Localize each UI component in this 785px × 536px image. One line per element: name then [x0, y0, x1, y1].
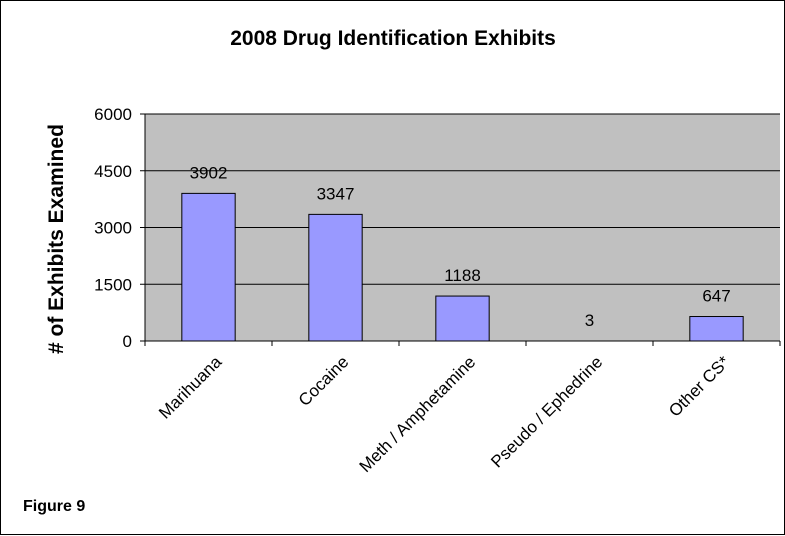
y-tick-labels: 0 1500 3000 4500 6000 [94, 105, 132, 351]
category-label: Other CS* [665, 352, 733, 420]
gridlines [145, 113, 780, 285]
category-labels: Marihuana Cocaine Meth / Amphetamine Pseudo… [155, 352, 733, 476]
category-label: Pseudo / Ephedrine [487, 352, 606, 471]
figure-label: Figure 9 [23, 498, 85, 515]
category-label: Cocaine [295, 352, 353, 410]
data-labels: 3902 3347 1188 3 647 [190, 163, 731, 330]
y-tick-label: 6000 [94, 105, 132, 124]
chart-title: 2008 Drug Identification Exhibits [230, 27, 556, 50]
data-label: 3 [585, 311, 594, 330]
y-tick-label: 0 [123, 332, 132, 351]
bar [181, 192, 236, 342]
bar [308, 213, 363, 342]
data-label: 3347 [317, 184, 355, 203]
data-label: 3902 [190, 163, 228, 182]
data-label: 647 [702, 287, 730, 306]
bar [435, 295, 490, 342]
category-label: Marihuana [155, 352, 226, 423]
data-label: 1188 [444, 266, 481, 285]
y-tick-label: 1500 [94, 275, 132, 294]
y-axis-label: # of Exhibits Examined [45, 124, 68, 354]
axes [140, 113, 781, 346]
y-tick-label: 4500 [94, 162, 132, 181]
bar [689, 316, 744, 342]
category-label: Meth / Amphetamine [356, 352, 480, 476]
y-tick-label: 3000 [94, 219, 132, 238]
